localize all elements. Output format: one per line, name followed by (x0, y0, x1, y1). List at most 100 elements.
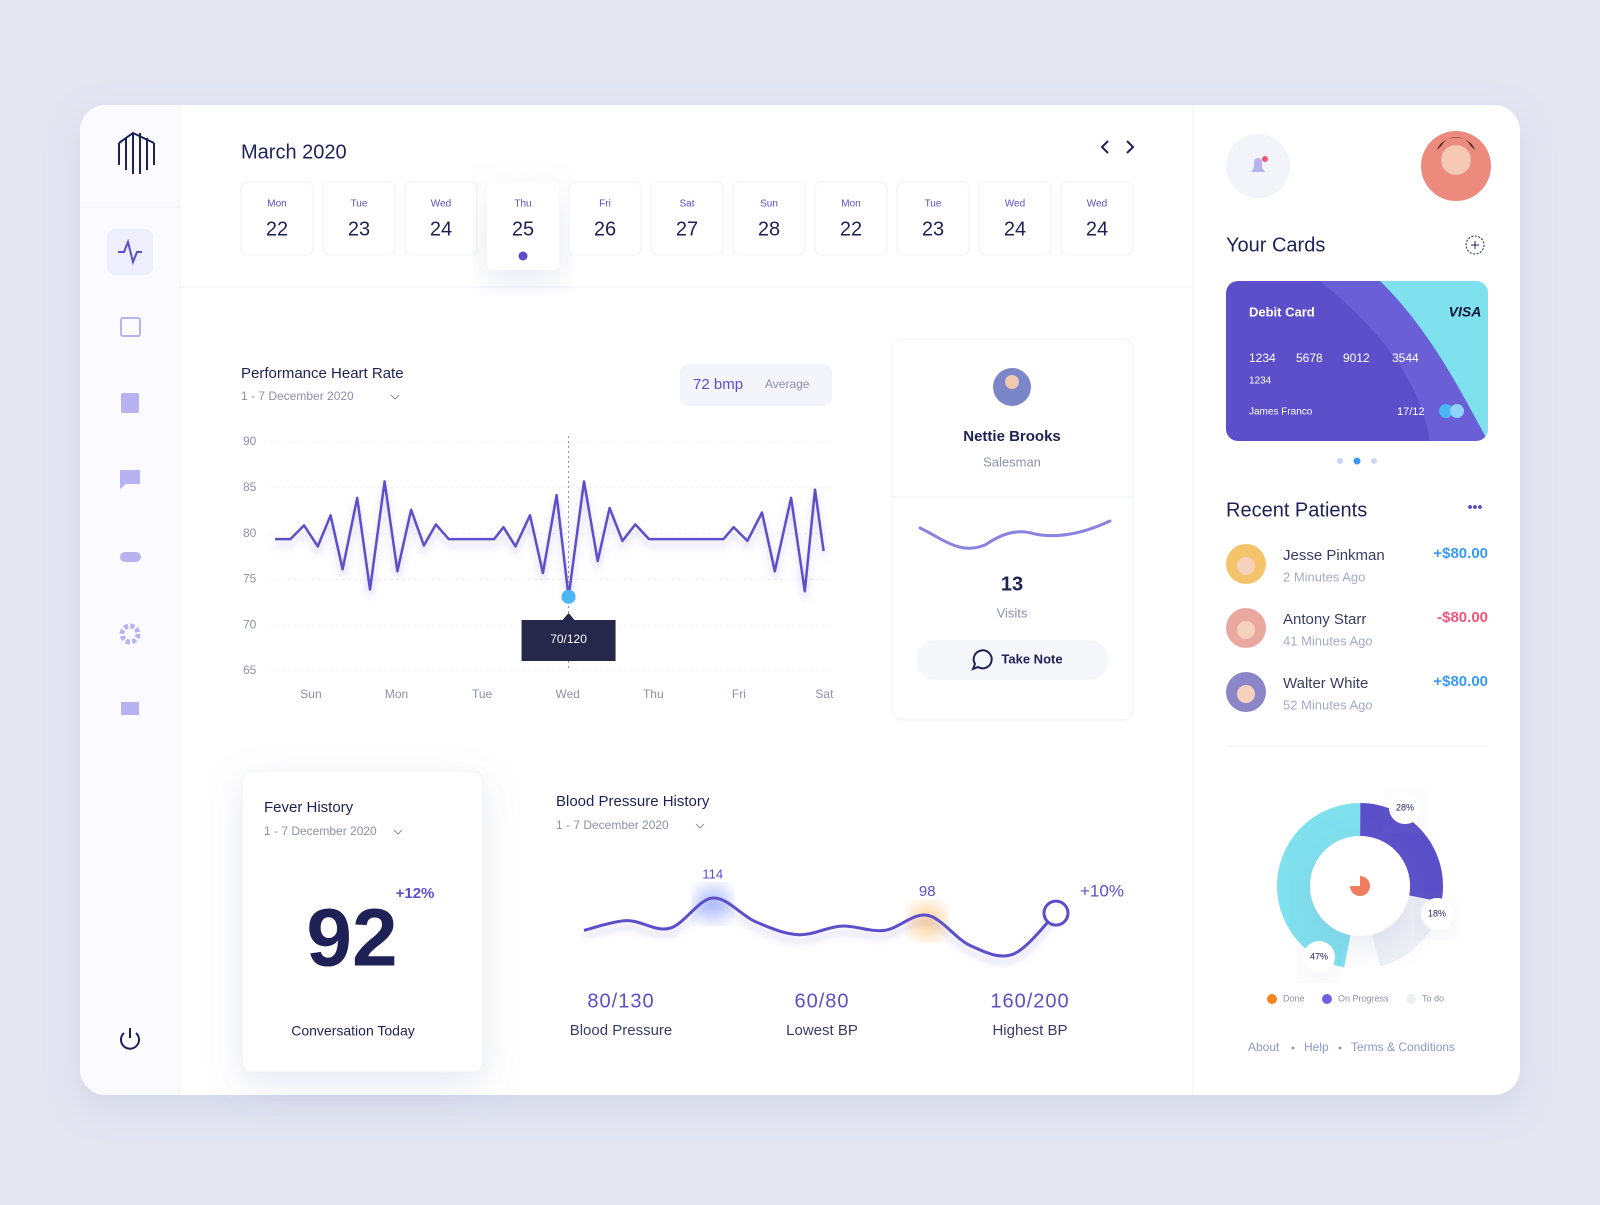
y-tick-label: 70 (243, 617, 257, 631)
pie-label-bg (1421, 898, 1454, 931)
chart-title: Performance Heart Rate (241, 365, 404, 382)
day-card[interactable] (404, 181, 478, 256)
nav-screen[interactable] (121, 702, 139, 715)
nav-heart[interactable] (118, 238, 142, 266)
day-card[interactable] (896, 181, 970, 256)
value-label: 98 (919, 883, 936, 900)
bell-dot (1262, 156, 1268, 162)
day-card[interactable] (1060, 181, 1134, 256)
stat-label: Lowest BP (786, 1022, 858, 1039)
day-card[interactable] (322, 181, 396, 256)
dropdown[interactable] (390, 394, 400, 400)
day-weekday: Tue (351, 199, 368, 210)
end-point (1042, 899, 1070, 927)
day-number: 28 (758, 218, 780, 240)
value-label: 114 (702, 866, 723, 881)
footer-link[interactable]: About (1248, 1040, 1280, 1054)
day-card[interactable] (814, 181, 888, 256)
pie-slice (1360, 803, 1444, 902)
nav-toggle[interactable] (120, 552, 141, 562)
card-brand: VISA (1449, 304, 1482, 320)
dropdown[interactable] (393, 829, 403, 835)
legend-label: On Progress (1338, 993, 1389, 1003)
take-note-label[interactable]: Take Note (1001, 651, 1062, 666)
fever-period: 1 - 7 December 2020 (264, 824, 377, 838)
stat-value: 80/130 (587, 990, 654, 1012)
point-glow (694, 886, 731, 922)
pie-label-bg (1389, 792, 1421, 825)
day-card[interactable] (487, 182, 559, 270)
x-tick-label: Tue (472, 687, 493, 701)
nav-calendar[interactable] (120, 317, 141, 337)
day-number: 24 (1004, 218, 1026, 240)
tooltip-text: 70/120 (550, 632, 587, 646)
day-card[interactable] (732, 181, 806, 256)
profile-name: Nettie Brooks (963, 428, 1061, 445)
nav-contacts[interactable] (121, 393, 139, 413)
day-number: 22 (266, 218, 288, 240)
x-tick-label: Wed (555, 687, 579, 701)
fever-caption: Conversation Today (291, 1023, 414, 1039)
y-tick-label: 65 (243, 663, 257, 677)
power[interactable] (120, 1028, 140, 1050)
footer-sep (1291, 1046, 1295, 1050)
day-card[interactable] (240, 181, 314, 256)
card-logo (1439, 404, 1453, 418)
footer-sep (1338, 1046, 1342, 1050)
patient-name[interactable]: Walter White (1283, 675, 1368, 692)
day-weekday: Wed (1087, 199, 1107, 210)
nav-settings[interactable] (119, 623, 141, 645)
bell-icon (1251, 158, 1265, 172)
day-weekday: Mon (841, 199, 860, 210)
day-card[interactable] (978, 181, 1052, 256)
day-number: 26 (594, 218, 616, 240)
day-weekday: Wed (431, 199, 451, 210)
take-note-button[interactable] (916, 640, 1109, 680)
fever-change: +12% (396, 885, 435, 902)
x-tick-label: Sat (815, 687, 834, 701)
more-button[interactable]: ••• (1468, 499, 1483, 515)
x-tick-label: Sun (300, 687, 321, 701)
patient-amount: -$80.00 (1437, 609, 1488, 626)
stat-value: 160/200 (990, 990, 1069, 1012)
profile-role: Salesman (983, 454, 1041, 469)
tooltip (521, 613, 616, 661)
profile-card (891, 338, 1134, 721)
footer-link[interactable]: Help (1304, 1040, 1329, 1054)
avatar-face (1237, 685, 1255, 703)
bp-line (583, 896, 1058, 958)
day-weekday: Wed (1005, 199, 1025, 210)
pie-label: 18% (1428, 908, 1446, 918)
month-arrows[interactable] (1100, 140, 1135, 154)
x-tick-label: Thu (643, 687, 664, 701)
patient-amount: +$80.00 (1433, 545, 1488, 562)
card-expiry: 17/12 (1397, 406, 1425, 418)
carousel-dot[interactable] (1353, 457, 1361, 465)
card-type: Debit Card (1249, 304, 1315, 319)
card-number: 3544 (1392, 351, 1419, 365)
point-glow (909, 903, 946, 940)
add-card[interactable] (1465, 235, 1485, 255)
day-selected-dot (518, 251, 528, 261)
patient-time: 41 Minutes Ago (1283, 633, 1373, 648)
day-card[interactable] (650, 181, 724, 256)
patient-name[interactable]: Antony Starr (1283, 611, 1366, 628)
visits-value: 13 (1001, 573, 1023, 595)
x-tick-label: Mon (385, 687, 408, 701)
average-label: Average (765, 377, 810, 391)
patients-title: Recent Patients (1226, 499, 1367, 521)
day-number: 24 (1086, 218, 1108, 240)
dropdown[interactable] (695, 823, 705, 829)
carousel-dot[interactable] (1337, 458, 1343, 464)
logo (118, 131, 155, 174)
day-card[interactable] (568, 181, 642, 256)
day-number: 23 (922, 218, 944, 240)
stat-label: Blood Pressure (570, 1022, 673, 1039)
carousel-dot[interactable] (1371, 458, 1377, 464)
footer-link[interactable]: Terms & Conditions (1351, 1040, 1455, 1054)
patient-name[interactable]: Jesse Pinkman (1283, 547, 1385, 564)
nav-messages[interactable] (120, 470, 140, 489)
chart-title: Blood Pressure History (556, 793, 710, 810)
